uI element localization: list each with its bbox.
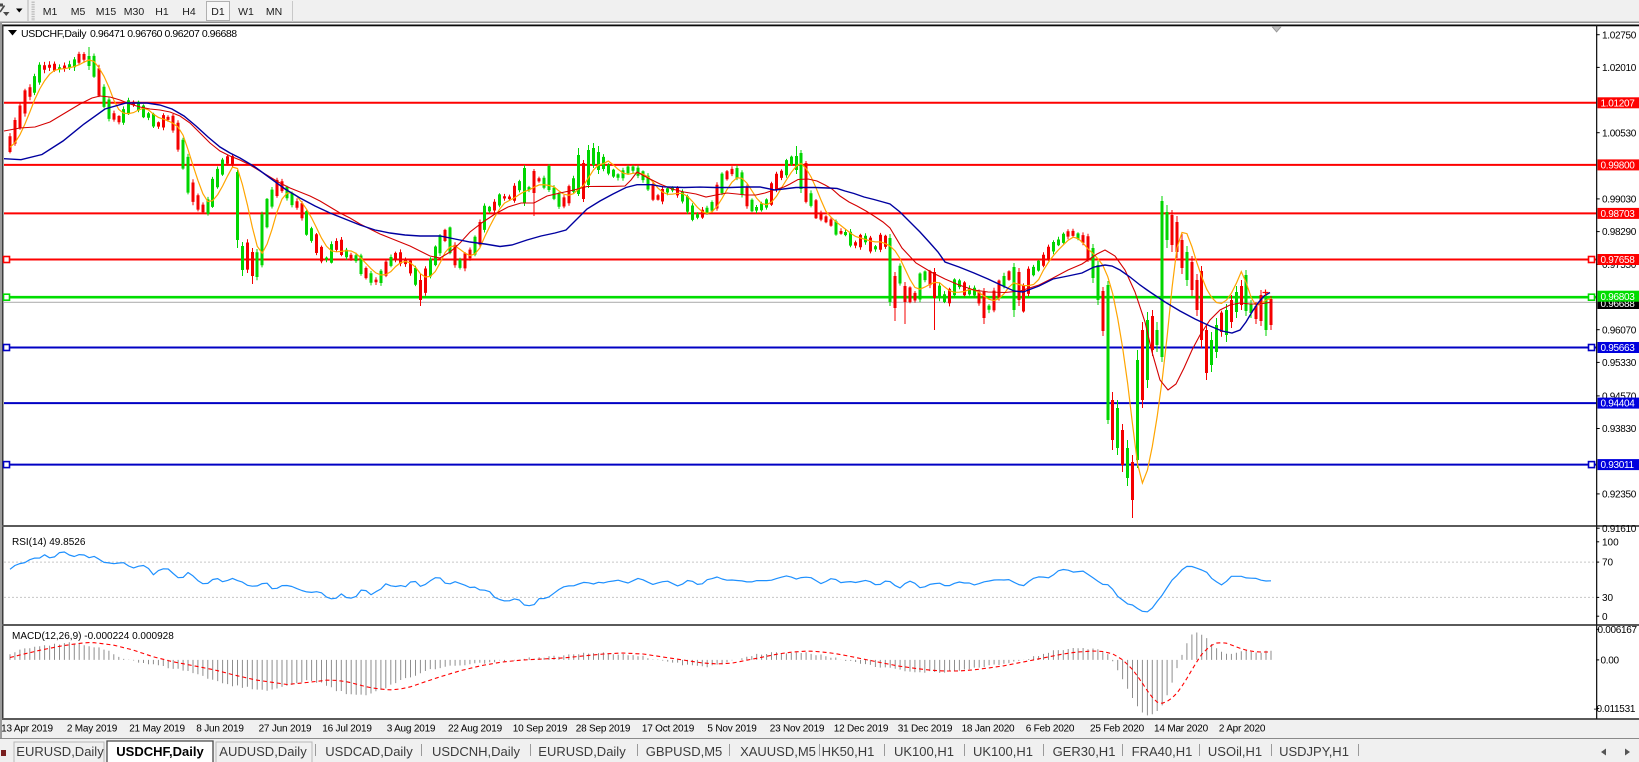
svg-text:10 Sep 2019: 10 Sep 2019	[513, 724, 568, 735]
svg-text:2 Apr 2020: 2 Apr 2020	[1219, 724, 1266, 735]
svg-text:GER30,H1: GER30,H1	[1053, 744, 1116, 759]
svg-text:D1: D1	[211, 6, 225, 18]
svg-text:0.96688: 0.96688	[1601, 299, 1636, 310]
svg-text:0.93011: 0.93011	[1601, 460, 1635, 471]
svg-text:HK50,H1: HK50,H1	[822, 744, 875, 759]
svg-text:-0.011531: -0.011531	[1594, 704, 1636, 715]
svg-text:0.93830: 0.93830	[1602, 424, 1637, 435]
svg-text:6 Feb 2020: 6 Feb 2020	[1026, 724, 1075, 735]
svg-text:USDCHF,Daily: USDCHF,Daily	[116, 744, 204, 759]
svg-text:1.00530: 1.00530	[1602, 128, 1637, 139]
svg-text:12 Dec 2019: 12 Dec 2019	[834, 724, 889, 735]
svg-text:0.97550: 0.97550	[1602, 260, 1637, 271]
svg-text:0.92350: 0.92350	[1602, 490, 1637, 501]
svg-text:0.006167: 0.006167	[1598, 625, 1638, 636]
svg-text:22 Aug 2019: 22 Aug 2019	[448, 724, 503, 735]
svg-text:UK100,H1: UK100,H1	[973, 744, 1033, 759]
svg-text:H1: H1	[155, 6, 169, 18]
svg-text:18 Jan 2020: 18 Jan 2020	[962, 724, 1015, 735]
svg-text:XAUUSD,M5: XAUUSD,M5	[740, 744, 816, 759]
svg-text:100: 100	[1602, 537, 1619, 548]
svg-text:0.98703: 0.98703	[1601, 209, 1636, 220]
svg-text:GBPUSD,M5: GBPUSD,M5	[646, 744, 723, 759]
svg-text:16 Jul 2019: 16 Jul 2019	[322, 724, 372, 735]
svg-text:EURUSD,Daily: EURUSD,Daily	[538, 744, 626, 759]
svg-text:MN: MN	[266, 6, 282, 18]
svg-text:0.98290: 0.98290	[1602, 227, 1637, 238]
svg-text:W1: W1	[238, 6, 254, 18]
svg-text:1.01207: 1.01207	[1601, 98, 1636, 109]
svg-text:0.96471 0.96760 0.96207 0.9668: 0.96471 0.96760 0.96207 0.96688	[90, 28, 237, 40]
svg-text:M1: M1	[43, 6, 58, 18]
svg-text:H4: H4	[182, 6, 196, 18]
svg-text:17 Oct 2019: 17 Oct 2019	[642, 724, 695, 735]
svg-text:8 Jun 2019: 8 Jun 2019	[196, 724, 244, 735]
svg-text:28 Sep 2019: 28 Sep 2019	[576, 724, 631, 735]
svg-text:27 Jun 2019: 27 Jun 2019	[259, 724, 312, 735]
svg-text:M30: M30	[124, 6, 145, 18]
svg-text:AUDUSD,Daily: AUDUSD,Daily	[219, 744, 307, 759]
svg-text:14 Mar 2020: 14 Mar 2020	[1154, 724, 1209, 735]
svg-text:23 Nov 2019: 23 Nov 2019	[770, 724, 825, 735]
svg-text:0.95330: 0.95330	[1602, 358, 1637, 369]
svg-text:30: 30	[1602, 593, 1614, 604]
svg-text:31 Dec 2019: 31 Dec 2019	[898, 724, 953, 735]
svg-text:70: 70	[1602, 558, 1614, 569]
svg-text:FRA40,H1: FRA40,H1	[1132, 744, 1193, 759]
svg-text:USOil,H1: USOil,H1	[1208, 744, 1262, 759]
svg-text:0.00: 0.00	[1601, 656, 1620, 667]
svg-text:USDCHF,Daily: USDCHF,Daily	[21, 28, 87, 40]
svg-text:0: 0	[1602, 612, 1608, 623]
svg-text:MACD(12,26,9) -0.000224 0.0009: MACD(12,26,9) -0.000224 0.000928	[12, 631, 174, 642]
svg-text:3 Aug 2019: 3 Aug 2019	[387, 724, 436, 735]
svg-text:2 May 2019: 2 May 2019	[67, 724, 118, 735]
svg-text:USDJPY,H1: USDJPY,H1	[1279, 744, 1349, 759]
svg-text:USDCAD,Daily: USDCAD,Daily	[325, 744, 413, 759]
svg-text:0.99030: 0.99030	[1602, 195, 1637, 206]
svg-text:0.97658: 0.97658	[1601, 255, 1636, 266]
svg-text:0.95663: 0.95663	[1601, 343, 1636, 354]
svg-text:21 May 2019: 21 May 2019	[129, 724, 185, 735]
svg-text:1.02010: 1.02010	[1602, 63, 1637, 74]
svg-text:M5: M5	[71, 6, 86, 18]
svg-text:UK100,H1: UK100,H1	[894, 744, 954, 759]
svg-text:0.96070: 0.96070	[1602, 325, 1637, 336]
svg-text:5 Nov 2019: 5 Nov 2019	[707, 724, 757, 735]
svg-text:25 Feb 2020: 25 Feb 2020	[1090, 724, 1145, 735]
svg-text:0.94570: 0.94570	[1602, 392, 1637, 403]
svg-text:0.99800: 0.99800	[1601, 161, 1636, 172]
svg-text:0.91610: 0.91610	[1602, 524, 1637, 535]
svg-text:0.96803: 0.96803	[1601, 292, 1636, 303]
svg-text:RSI(14) 49.8526: RSI(14) 49.8526	[12, 537, 86, 548]
svg-text:USDCNH,Daily: USDCNH,Daily	[432, 744, 521, 759]
svg-text:13 Apr 2019: 13 Apr 2019	[1, 724, 53, 735]
svg-text:1.02750: 1.02750	[1602, 30, 1637, 41]
svg-text:M15: M15	[96, 6, 117, 18]
svg-text:EURUSD,Daily: EURUSD,Daily	[16, 744, 104, 759]
svg-text:0.94404: 0.94404	[1601, 399, 1636, 410]
